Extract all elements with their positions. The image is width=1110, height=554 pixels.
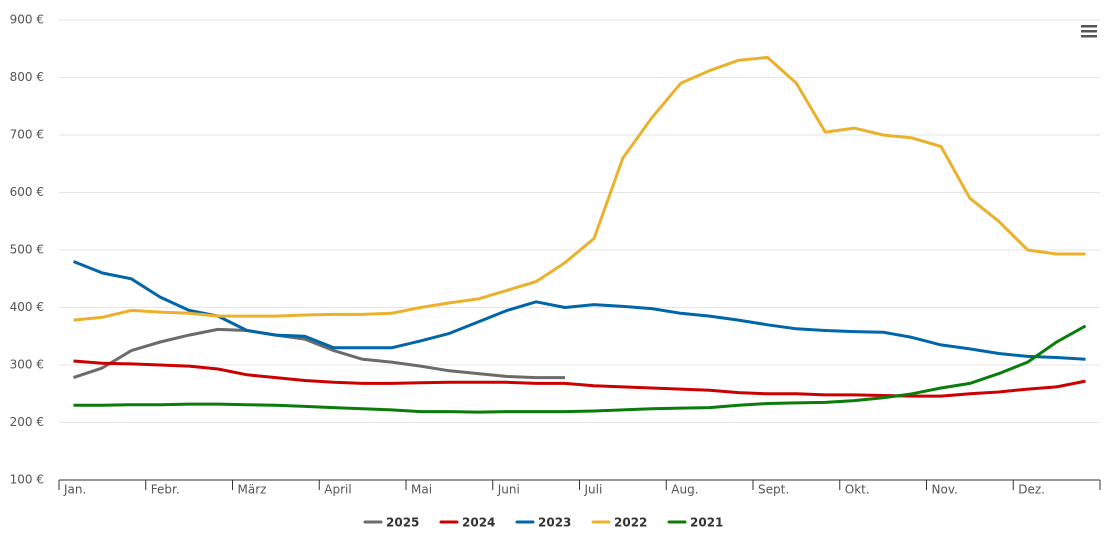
x-tick-label: Febr. [151, 483, 180, 497]
legend-label: 2022 [614, 516, 647, 530]
series-line [73, 359, 1086, 398]
legend-label: 2021 [690, 516, 723, 530]
legend-item[interactable]: 2022 [591, 516, 647, 530]
series-line [73, 324, 1087, 414]
x-tick-label: Juli [584, 483, 603, 497]
x-tick-label: März [238, 483, 267, 497]
legend-label: 2023 [538, 516, 571, 530]
y-tick-label: 400 € [10, 300, 44, 314]
x-tick-label: Dez. [1018, 483, 1045, 497]
legend-label: 2024 [462, 516, 495, 530]
y-tick-label: 500 € [10, 243, 44, 257]
x-tick-label: Sept. [758, 483, 789, 497]
x-tick-label: Okt. [845, 483, 870, 497]
x-tick-label: Mai [411, 483, 432, 497]
x-tick-label: Aug. [671, 483, 698, 497]
x-tick-label: Juni [497, 483, 520, 497]
y-tick-label: 100 € [10, 473, 44, 487]
y-tick-label: 700 € [10, 128, 44, 142]
legend-item[interactable]: 2021 [667, 516, 723, 530]
legend-item[interactable]: 2024 [439, 516, 495, 530]
series-line [72, 260, 1086, 361]
x-tick-label: Nov. [932, 483, 958, 497]
legend-label: 2025 [386, 516, 419, 530]
y-tick-label: 900 € [10, 13, 44, 27]
series-line [73, 55, 1086, 322]
menu-bar [1081, 25, 1097, 28]
legend-item[interactable]: 2025 [363, 516, 419, 530]
x-tick-label: April [324, 483, 351, 497]
menu-button[interactable] [1081, 25, 1097, 38]
x-tick-label: Jan. [63, 483, 86, 497]
menu-bar [1081, 30, 1097, 33]
series-line [73, 327, 565, 380]
y-tick-label: 300 € [10, 358, 44, 372]
y-tick-label: 200 € [10, 415, 44, 429]
y-tick-label: 800 € [10, 70, 44, 84]
menu-bar [1081, 35, 1097, 38]
legend-item[interactable]: 2023 [515, 516, 571, 530]
legend: 2025 2024 2023 2022 2021 [363, 516, 723, 530]
y-tick-label: 600 € [10, 185, 44, 199]
